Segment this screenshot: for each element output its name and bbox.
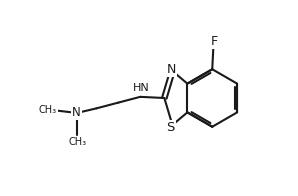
Text: S: S	[166, 121, 175, 134]
Text: N: N	[72, 106, 81, 119]
Text: CH₃: CH₃	[68, 137, 86, 147]
Text: N: N	[167, 63, 176, 76]
Text: F: F	[210, 35, 218, 48]
Text: HN: HN	[133, 83, 150, 93]
Text: CH₃: CH₃	[39, 104, 57, 114]
